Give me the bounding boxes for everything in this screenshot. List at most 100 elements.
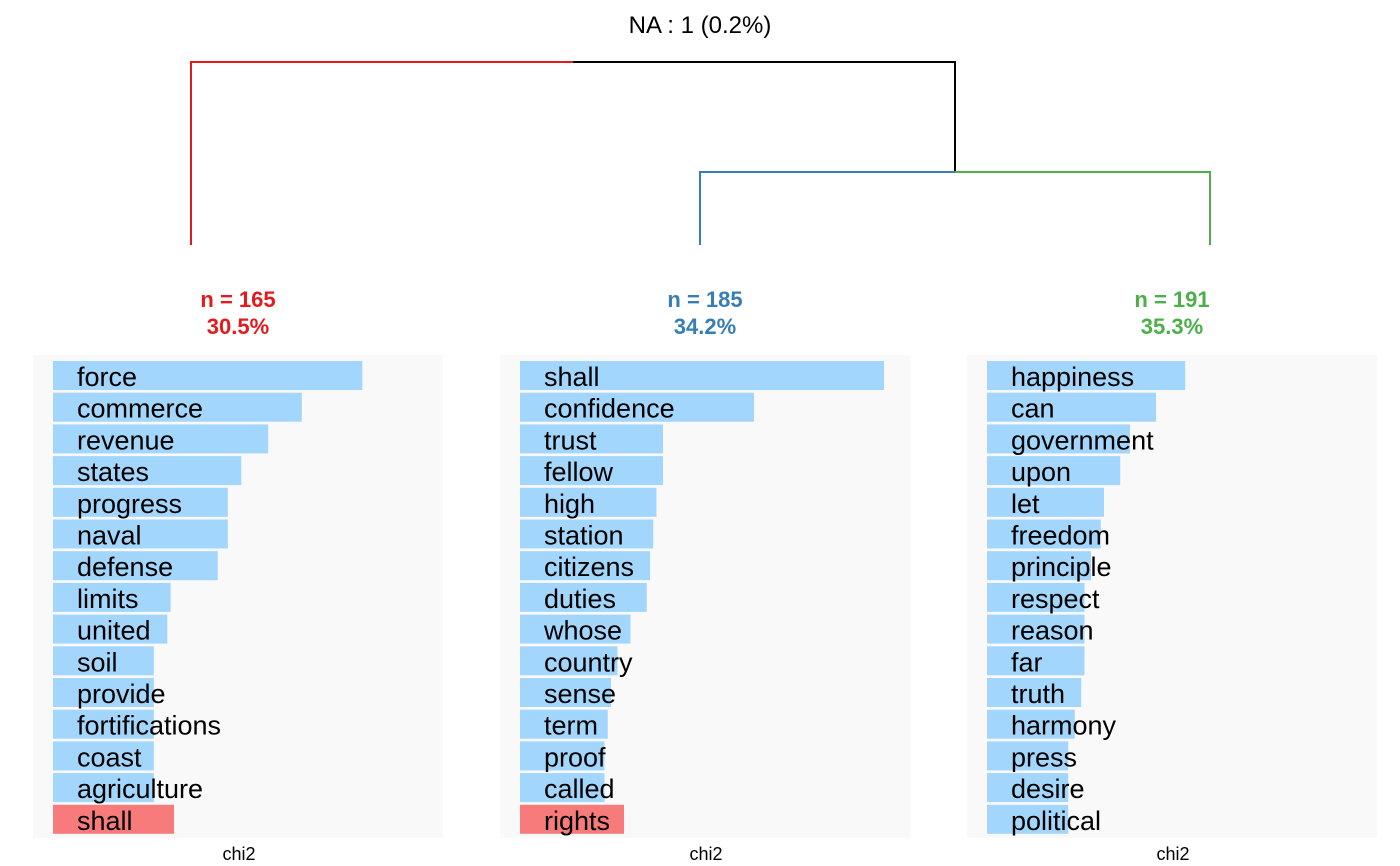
bar-can	[987, 392, 1156, 422]
bar-commerce	[53, 392, 302, 422]
bar-truth	[987, 678, 1082, 707]
bar-label: term	[544, 711, 598, 741]
cluster-panel-1: n = 16530.5%forcecommercerevenuestatespr…	[33, 287, 443, 864]
bar-states	[53, 456, 242, 486]
bar-revenue	[53, 424, 269, 454]
bar-freedom	[987, 519, 1101, 549]
bar-rights	[520, 804, 624, 834]
bar-label: principle	[1011, 552, 1112, 582]
bar-desire	[987, 773, 1069, 803]
bar-progress	[53, 487, 228, 517]
bar-label: force	[77, 362, 137, 392]
bar-far	[987, 646, 1085, 676]
bar-coast	[53, 741, 154, 771]
bar-limits	[53, 582, 171, 612]
bar-label: fellow	[544, 457, 614, 487]
bar-label: desire	[1011, 774, 1085, 804]
dendrogram-branch-3	[955, 171, 1211, 245]
bar-label: harmony	[1011, 711, 1117, 741]
bar-label: country	[544, 647, 633, 677]
bar-fellow	[520, 456, 663, 486]
dendrogram-branch-2	[699, 171, 955, 245]
dendrogram-branch-1	[190, 61, 573, 245]
bar-label: station	[544, 521, 624, 551]
bar-whose	[520, 614, 631, 644]
bar-respect	[987, 582, 1085, 612]
bar-label: confidence	[544, 394, 675, 424]
bar-citizens	[520, 551, 650, 581]
bar-label: government	[1011, 425, 1154, 455]
bar-label: limits	[77, 584, 139, 614]
bar-label: trust	[544, 425, 597, 455]
bar-label: revenue	[77, 425, 175, 455]
bar-country	[520, 646, 618, 676]
bar-let	[987, 487, 1104, 517]
bar-label: agriculture	[77, 774, 203, 804]
bar-trust	[520, 424, 663, 454]
bar-label: soil	[77, 647, 118, 677]
bar-sense	[520, 678, 611, 707]
cluster-percent-label: 35.3%	[1141, 314, 1203, 339]
bar-defense	[53, 551, 218, 581]
bar-label: united	[77, 616, 151, 646]
bar-label: can	[1011, 394, 1055, 424]
x-axis-label: chi2	[222, 844, 255, 864]
bar-harmony	[987, 709, 1075, 739]
bar-press	[987, 741, 1069, 771]
cluster-n-label: n = 165	[200, 287, 275, 312]
bar-label: coast	[77, 742, 142, 772]
bar-soil	[53, 646, 154, 676]
bar-label: political	[1011, 806, 1101, 836]
x-axis-label: chi2	[1156, 844, 1189, 864]
bar-label: duties	[544, 584, 616, 614]
bar-label: rights	[544, 806, 610, 836]
bar-station	[520, 519, 654, 549]
bar-label: defense	[77, 552, 173, 582]
bar-label: truth	[1011, 679, 1065, 709]
bar-shall	[53, 804, 175, 834]
bar-reason	[987, 614, 1085, 644]
bar-label: respect	[1011, 584, 1100, 614]
bar-label: proof	[544, 742, 606, 772]
cluster-n-label: n = 191	[1134, 287, 1209, 312]
bar-shall	[520, 361, 884, 390]
cluster-panels: n = 16530.5%forcecommercerevenuestatespr…	[33, 287, 1377, 864]
bar-duties	[520, 582, 647, 612]
bar-label: states	[77, 457, 149, 487]
dendrogram-root-branch	[573, 61, 956, 172]
bar-force	[53, 361, 363, 390]
bar-label: press	[1011, 742, 1077, 772]
bar-label: called	[544, 774, 615, 804]
na-title: NA : 1 (0.2%)	[629, 12, 772, 39]
bar-label: shall	[77, 806, 133, 836]
bar-united	[53, 614, 168, 644]
bar-label: let	[1011, 489, 1040, 519]
bar-label: high	[544, 489, 595, 519]
x-axis-label: chi2	[689, 844, 722, 864]
bar-political	[987, 804, 1069, 834]
bar-label: happiness	[1011, 362, 1134, 392]
bar-label: far	[1011, 647, 1043, 677]
bar-naval	[53, 519, 228, 549]
bar-label: upon	[1011, 457, 1071, 487]
bar-label: provide	[77, 679, 166, 709]
bar-label: shall	[544, 362, 600, 392]
cluster-percent-label: 34.2%	[674, 314, 736, 339]
bar-high	[520, 487, 657, 517]
bar-label: sense	[544, 679, 616, 709]
bar-term	[520, 709, 608, 739]
bar-agriculture	[53, 773, 154, 803]
bar-principle	[987, 551, 1091, 581]
bar-happiness	[987, 361, 1186, 390]
bar-government	[987, 424, 1130, 454]
bar-upon	[987, 456, 1121, 486]
bar-label: whose	[543, 616, 622, 646]
bar-label: naval	[77, 521, 142, 551]
bar-label: reason	[1011, 616, 1094, 646]
bar-proof	[520, 741, 605, 771]
bar-fortifications	[53, 709, 154, 739]
bar-provide	[53, 678, 154, 707]
